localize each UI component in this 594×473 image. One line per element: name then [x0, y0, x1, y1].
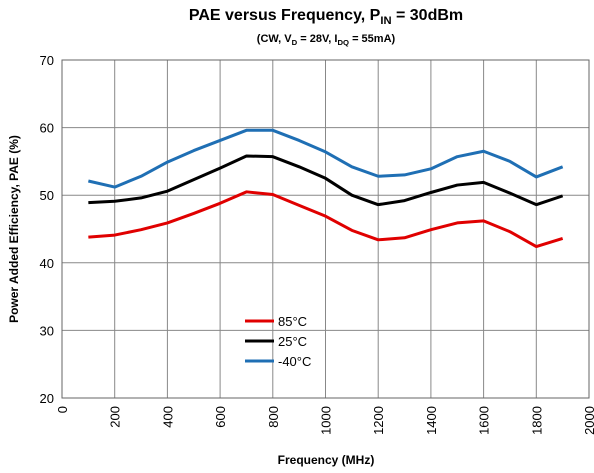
y-tick-label: 50 [40, 188, 54, 203]
y-tick-label: 20 [40, 391, 54, 406]
y-tick-label: 30 [40, 323, 54, 338]
x-tick-label: 800 [266, 406, 281, 428]
y-tick-label: 40 [40, 256, 54, 271]
title-part: PAE versus Frequency, P [189, 7, 381, 24]
chart-subtitle: (CW, VD = 28V, IDQ = 55mA) [257, 33, 396, 47]
legend-label: 25°C [278, 334, 307, 349]
x-tick-label: 1800 [529, 406, 544, 435]
title-part: = 30dBm [392, 7, 464, 24]
x-tick-label: 1000 [319, 406, 334, 435]
x-tick-label: 2000 [582, 406, 594, 435]
subtitle-subscript: DQ [337, 38, 349, 47]
subtitle-part: (CW, V [257, 33, 292, 45]
x-tick-label: 600 [213, 406, 228, 428]
subtitle-subscript: D [292, 38, 298, 47]
legend-label: -40°C [278, 354, 311, 369]
x-tick-label: 0 [55, 406, 70, 413]
x-tick-label: 1400 [424, 406, 439, 435]
series-line [88, 154, 564, 207]
subtitle-part: = 55mA) [349, 33, 395, 45]
x-tick-label: 200 [108, 406, 123, 428]
chart-title: PAE versus Frequency, PIN = 30dBm [189, 7, 463, 27]
x-axis-label: Frequency (MHz) [278, 453, 375, 467]
y-tick-label: 70 [40, 53, 54, 68]
series-line [88, 190, 564, 249]
legend-label: 85°C [278, 314, 307, 329]
x-tick-label: 1200 [371, 406, 386, 435]
y-tick-label: 60 [40, 121, 54, 136]
series-line [88, 128, 564, 189]
title-subscript: IN [380, 15, 391, 27]
x-tick-label: 400 [160, 406, 175, 428]
x-tick-label: 1600 [477, 406, 492, 435]
plot-frame [61, 59, 590, 399]
y-axis-label: Power Added Efficiency, PAE (%) [7, 135, 21, 323]
subtitle-part: = 28V, I [297, 33, 337, 45]
